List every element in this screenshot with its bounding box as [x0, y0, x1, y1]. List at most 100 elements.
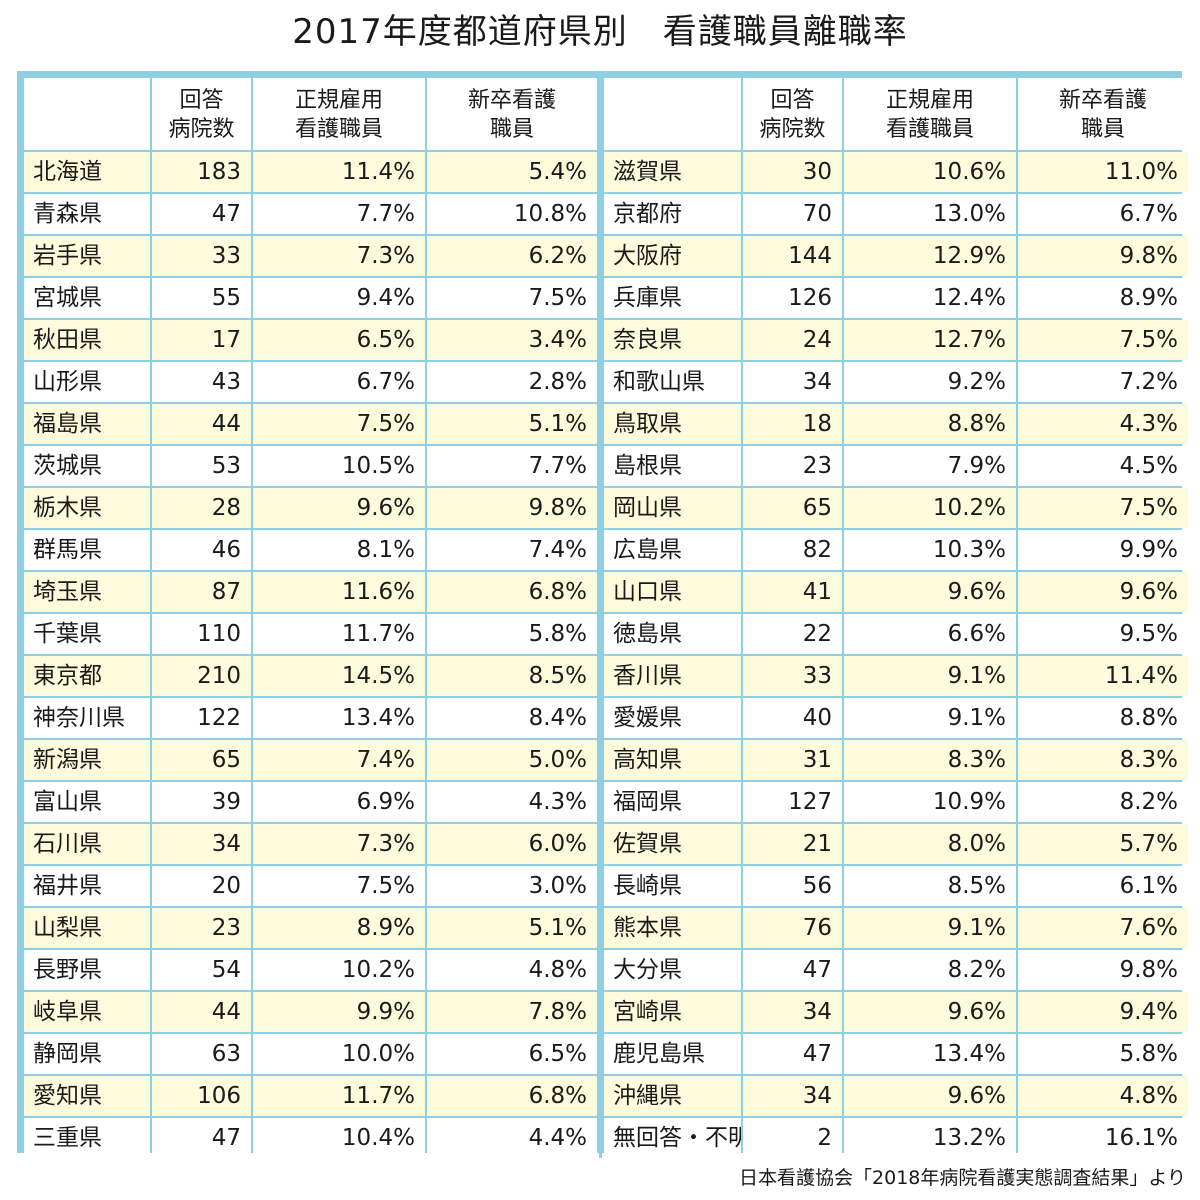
right-regular-nurse-rate-cell: 9.6% — [844, 572, 1016, 612]
right-hospital-count-cell: 24 — [743, 320, 842, 360]
header-line: 新卒看護 — [1058, 88, 1147, 113]
right-prefecture-cell: 福岡県 — [604, 782, 741, 822]
right-header-prefecture — [604, 78, 741, 150]
left-new-grad-rate-cell: 7.8% — [427, 992, 597, 1032]
left-new-grad-rate-cell: 5.0% — [427, 740, 597, 780]
left-hospital-count-cell: 33 — [152, 236, 251, 276]
right-prefecture-cell: 宮崎県 — [604, 992, 741, 1032]
right-new-grad-rate-cell: 8.9% — [1018, 278, 1188, 318]
right-regular-nurse-rate-cell: 13.4% — [844, 1034, 1016, 1074]
page-title: 2017年度都道府県別 看護職員離職率 — [292, 12, 908, 52]
left-regular-nurse-rate-cell: 11.7% — [253, 1076, 425, 1116]
right-prefecture-cell: 鹿児島県 — [604, 1034, 741, 1074]
right-hospital-count-cell: 33 — [743, 656, 842, 696]
right-prefecture-cell: 香川県 — [604, 656, 741, 696]
left-prefecture-cell: 東京都 — [24, 656, 150, 696]
right-header-new-graduate-nurses: 新卒看護 職員 — [1018, 78, 1188, 150]
column-divider — [599, 824, 602, 864]
right-new-grad-rate-cell: 7.6% — [1018, 908, 1188, 948]
right-hospital-count-cell: 2 — [743, 1118, 842, 1158]
right-regular-nurse-rate-cell: 8.3% — [844, 740, 1016, 780]
left-regular-nurse-rate-cell: 10.0% — [253, 1034, 425, 1074]
right-hospital-count-cell: 34 — [743, 362, 842, 402]
left-prefecture-cell: 千葉県 — [24, 614, 150, 654]
left-prefecture-cell: 茨城県 — [24, 446, 150, 486]
left-hospital-count-cell: 44 — [152, 404, 251, 444]
column-divider — [599, 572, 602, 612]
right-regular-nurse-rate-cell: 9.1% — [844, 698, 1016, 738]
right-hospital-count-cell: 34 — [743, 992, 842, 1032]
left-new-grad-rate-cell: 6.0% — [427, 824, 597, 864]
header-line: 回答 — [770, 88, 815, 113]
right-prefecture-cell: 鳥取県 — [604, 404, 741, 444]
left-hospital-count-cell: 55 — [152, 278, 251, 318]
right-hospital-count-cell: 30 — [743, 152, 842, 192]
right-prefecture-cell: 山口県 — [604, 572, 741, 612]
left-prefecture-cell: 岩手県 — [24, 236, 150, 276]
left-new-grad-rate-cell: 7.4% — [427, 530, 597, 570]
right-regular-nurse-rate-cell: 10.2% — [844, 488, 1016, 528]
right-new-grad-rate-cell: 6.1% — [1018, 866, 1188, 906]
source-note: 日本看護協会「2018年病院看護実態調査結果」より — [739, 1167, 1186, 1189]
column-divider — [599, 1076, 602, 1116]
right-new-grad-rate-cell: 7.5% — [1018, 320, 1188, 360]
right-regular-nurse-rate-cell: 8.8% — [844, 404, 1016, 444]
left-hospital-count-cell: 34 — [152, 824, 251, 864]
left-regular-nurse-rate-cell: 11.7% — [253, 614, 425, 654]
left-prefecture-cell: 新潟県 — [24, 740, 150, 780]
right-new-grad-rate-cell: 4.5% — [1018, 446, 1188, 486]
header-line: 看護職員 — [294, 117, 383, 142]
left-regular-nurse-rate-cell: 11.4% — [253, 152, 425, 192]
right-hospital-count-cell: 47 — [743, 950, 842, 990]
left-regular-nurse-rate-cell: 9.4% — [253, 278, 425, 318]
column-divider — [599, 614, 602, 654]
right-new-grad-rate-cell: 9.8% — [1018, 950, 1188, 990]
right-regular-nurse-rate-cell: 13.2% — [844, 1118, 1016, 1158]
right-hospital-count-cell: 126 — [743, 278, 842, 318]
left-hospital-count-cell: 122 — [152, 698, 251, 738]
left-prefecture-cell: 埼玉県 — [24, 572, 150, 612]
left-header-regular-nurses: 正規雇用 看護職員 — [253, 78, 425, 150]
left-new-grad-rate-cell: 7.7% — [427, 446, 597, 486]
left-regular-nurse-rate-cell: 7.7% — [253, 194, 425, 234]
left-new-grad-rate-cell: 4.8% — [427, 950, 597, 990]
right-prefecture-cell: 佐賀県 — [604, 824, 741, 864]
left-hospital-count-cell: 23 — [152, 908, 251, 948]
right-prefecture-cell: 高知県 — [604, 740, 741, 780]
column-divider — [599, 782, 602, 822]
left-header-new-graduate-nurses: 新卒看護 職員 — [427, 78, 597, 150]
left-hospital-count-cell: 39 — [152, 782, 251, 822]
right-hospital-count-cell: 144 — [743, 236, 842, 276]
right-new-grad-rate-cell: 7.5% — [1018, 488, 1188, 528]
left-regular-nurse-rate-cell: 6.7% — [253, 362, 425, 402]
right-regular-nurse-rate-cell: 6.6% — [844, 614, 1016, 654]
left-prefecture-cell: 三重県 — [24, 1118, 150, 1158]
left-new-grad-rate-cell: 6.5% — [427, 1034, 597, 1074]
left-hospital-count-cell: 110 — [152, 614, 251, 654]
right-new-grad-rate-cell: 8.3% — [1018, 740, 1188, 780]
left-hospital-count-cell: 87 — [152, 572, 251, 612]
column-divider — [599, 446, 602, 486]
left-prefecture-cell: 群馬県 — [24, 530, 150, 570]
right-new-grad-rate-cell: 6.7% — [1018, 194, 1188, 234]
right-prefecture-cell: 奈良県 — [604, 320, 741, 360]
column-divider — [599, 698, 602, 738]
left-regular-nurse-rate-cell: 11.6% — [253, 572, 425, 612]
header-line: 看護職員 — [885, 117, 974, 142]
right-new-grad-rate-cell: 8.2% — [1018, 782, 1188, 822]
left-regular-nurse-rate-cell: 9.6% — [253, 488, 425, 528]
right-regular-nurse-rate-cell: 13.0% — [844, 194, 1016, 234]
left-new-grad-rate-cell: 8.4% — [427, 698, 597, 738]
header-line: 新卒看護 — [467, 88, 556, 113]
left-new-grad-rate-cell: 9.8% — [427, 488, 597, 528]
left-hospital-count-cell: 54 — [152, 950, 251, 990]
left-regular-nurse-rate-cell: 10.2% — [253, 950, 425, 990]
left-hospital-count-cell: 65 — [152, 740, 251, 780]
left-new-grad-rate-cell: 6.2% — [427, 236, 597, 276]
left-hospital-count-cell: 28 — [152, 488, 251, 528]
right-hospital-count-cell: 47 — [743, 1034, 842, 1074]
right-regular-nurse-rate-cell: 10.9% — [844, 782, 1016, 822]
right-hospital-count-cell: 70 — [743, 194, 842, 234]
right-prefecture-cell: 滋賀県 — [604, 152, 741, 192]
right-prefecture-cell: 大阪府 — [604, 236, 741, 276]
